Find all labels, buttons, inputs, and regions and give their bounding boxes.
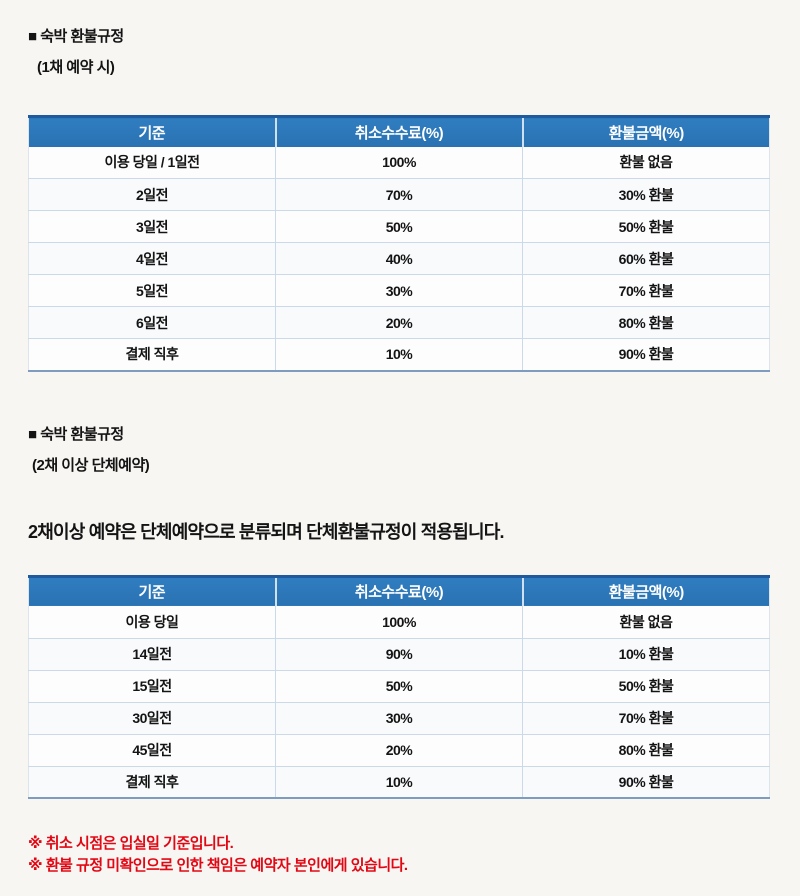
table-cell: 50% xyxy=(275,669,523,702)
column-header: 기준 xyxy=(28,115,276,147)
table-cell: 30% 환불 xyxy=(522,178,770,211)
table-cell: 14일전 xyxy=(28,637,276,670)
table-row: 결제 직후 10% 90% 환불 xyxy=(28,765,770,798)
table-cell: 100% xyxy=(275,606,523,638)
table-cell: 70% xyxy=(275,178,523,211)
table-cell: 80% 환불 xyxy=(522,733,770,766)
table-body: 이용 당일 100% 환불 없음 14일전 90% 10% 환불 15일전 50% 50% 환불… xyxy=(28,606,770,798)
table-cell: 20% xyxy=(275,306,523,339)
header-row: 기준 취소수수료(%) 환불금액(%) xyxy=(28,115,770,147)
table-cell: 15일전 xyxy=(28,669,276,702)
table-cell: 60% 환불 xyxy=(522,242,770,275)
table-cell: 6일전 xyxy=(28,306,276,339)
table-cell: 90% 환불 xyxy=(522,765,770,798)
table-cell: 3일전 xyxy=(28,210,276,243)
table-row: 5일전 30% 70% 환불 xyxy=(28,274,770,307)
column-header: 환불금액(%) xyxy=(521,115,770,147)
table-row: 이용 당일 / 1일전 100% 환불 없음 xyxy=(28,146,770,179)
column-header: 기준 xyxy=(28,574,276,606)
column-header: 취소수수료(%) xyxy=(274,574,523,606)
table-cell: 45일전 xyxy=(28,733,276,766)
refund-table-group-booking: 기준 취소수수료(%) 환불금액(%) 이용 당일 100% 환불 없음 14일전 90% 1… xyxy=(28,574,770,799)
group-booking-description: 2채이상 예약은 단체예약으로 분류되며 단체환불규정이 적용됩니다. xyxy=(28,521,505,542)
table-cell: 결제 직후 xyxy=(28,338,276,371)
footnote-responsibility: ※ 환불 규정 미확인으로 인한 책임은 예약자 본인에게 있습니다. xyxy=(28,857,408,874)
table-row: 이용 당일 100% 환불 없음 xyxy=(28,606,770,638)
column-header: 취소수수료(%) xyxy=(274,115,523,147)
table-cell: 100% xyxy=(275,146,523,179)
table-cell: 2일전 xyxy=(28,178,276,211)
table-cell: 50% xyxy=(275,210,523,243)
section2-title: ■ 숙박 환불규정 xyxy=(28,425,124,443)
table-row: 6일전 20% 80% 환불 xyxy=(28,306,770,339)
section2-subtitle: (2채 이상 단체예약) xyxy=(32,456,150,474)
table-cell: 70% 환불 xyxy=(522,701,770,734)
table-cell: 30% xyxy=(275,701,523,734)
header-row: 기준 취소수수료(%) 환불금액(%) xyxy=(28,574,770,606)
table-cell: 90% 환불 xyxy=(522,338,770,371)
table-cell: 80% 환불 xyxy=(522,306,770,339)
footnotes: ※ 취소 시점은 입실일 기준입니다. ※ 환불 규정 미확인으로 인한 책임은… xyxy=(28,833,770,877)
table-row: 4일전 40% 60% 환불 xyxy=(28,242,770,275)
table-cell: 90% xyxy=(275,637,523,670)
table-cell: 30일전 xyxy=(28,701,276,734)
table-row: 3일전 50% 50% 환불 xyxy=(28,210,770,243)
table-cell: 30% xyxy=(275,274,523,307)
table-cell: 4일전 xyxy=(28,242,276,275)
section1-title: ■ 숙박 환불규정 xyxy=(28,28,124,45)
column-header: 환불금액(%) xyxy=(521,574,770,606)
table-row: 30일전 30% 70% 환불 xyxy=(28,701,770,734)
table-cell: 20% xyxy=(275,733,523,766)
table-row: 45일전 20% 80% 환불 xyxy=(28,733,770,766)
table-cell: 환불 없음 xyxy=(522,606,770,638)
table-header: 기준 취소수수료(%) 환불금액(%) xyxy=(28,574,770,606)
table-cell: 이용 당일 xyxy=(28,606,276,638)
refund-table-single-booking: 기준 취소수수료(%) 환불금액(%) 이용 당일 / 1일전 100% 환불 없음 2일… xyxy=(28,115,770,372)
table-body: 이용 당일 / 1일전 100% 환불 없음 2일전 70% 30% 환불 3일전 50% 50… xyxy=(28,146,770,371)
footnote-cancellation-basis: ※ 취소 시점은 입실일 기준입니다. xyxy=(28,835,234,852)
table-cell: 10% xyxy=(275,765,523,798)
table-row: 15일전 50% 50% 환불 xyxy=(28,669,770,702)
table-row: 14일전 90% 10% 환불 xyxy=(28,637,770,670)
table-cell: 5일전 xyxy=(28,274,276,307)
table-cell: 환불 없음 xyxy=(522,146,770,179)
table-row: 결제 직후 10% 90% 환불 xyxy=(28,338,770,371)
table-cell: 40% xyxy=(275,242,523,275)
table-cell: 결제 직후 xyxy=(28,765,276,798)
table-cell: 이용 당일 / 1일전 xyxy=(28,146,276,179)
table-cell: 50% 환불 xyxy=(522,210,770,243)
table-cell: 10% 환불 xyxy=(522,637,770,670)
table-header: 기준 취소수수료(%) 환불금액(%) xyxy=(28,115,770,147)
table-cell: 50% 환불 xyxy=(522,669,770,702)
table-cell: 70% 환불 xyxy=(522,274,770,307)
table-row: 2일전 70% 30% 환불 xyxy=(28,178,770,211)
section1-subtitle: (1채 예약 시) xyxy=(37,59,115,76)
table-cell: 10% xyxy=(275,338,523,371)
